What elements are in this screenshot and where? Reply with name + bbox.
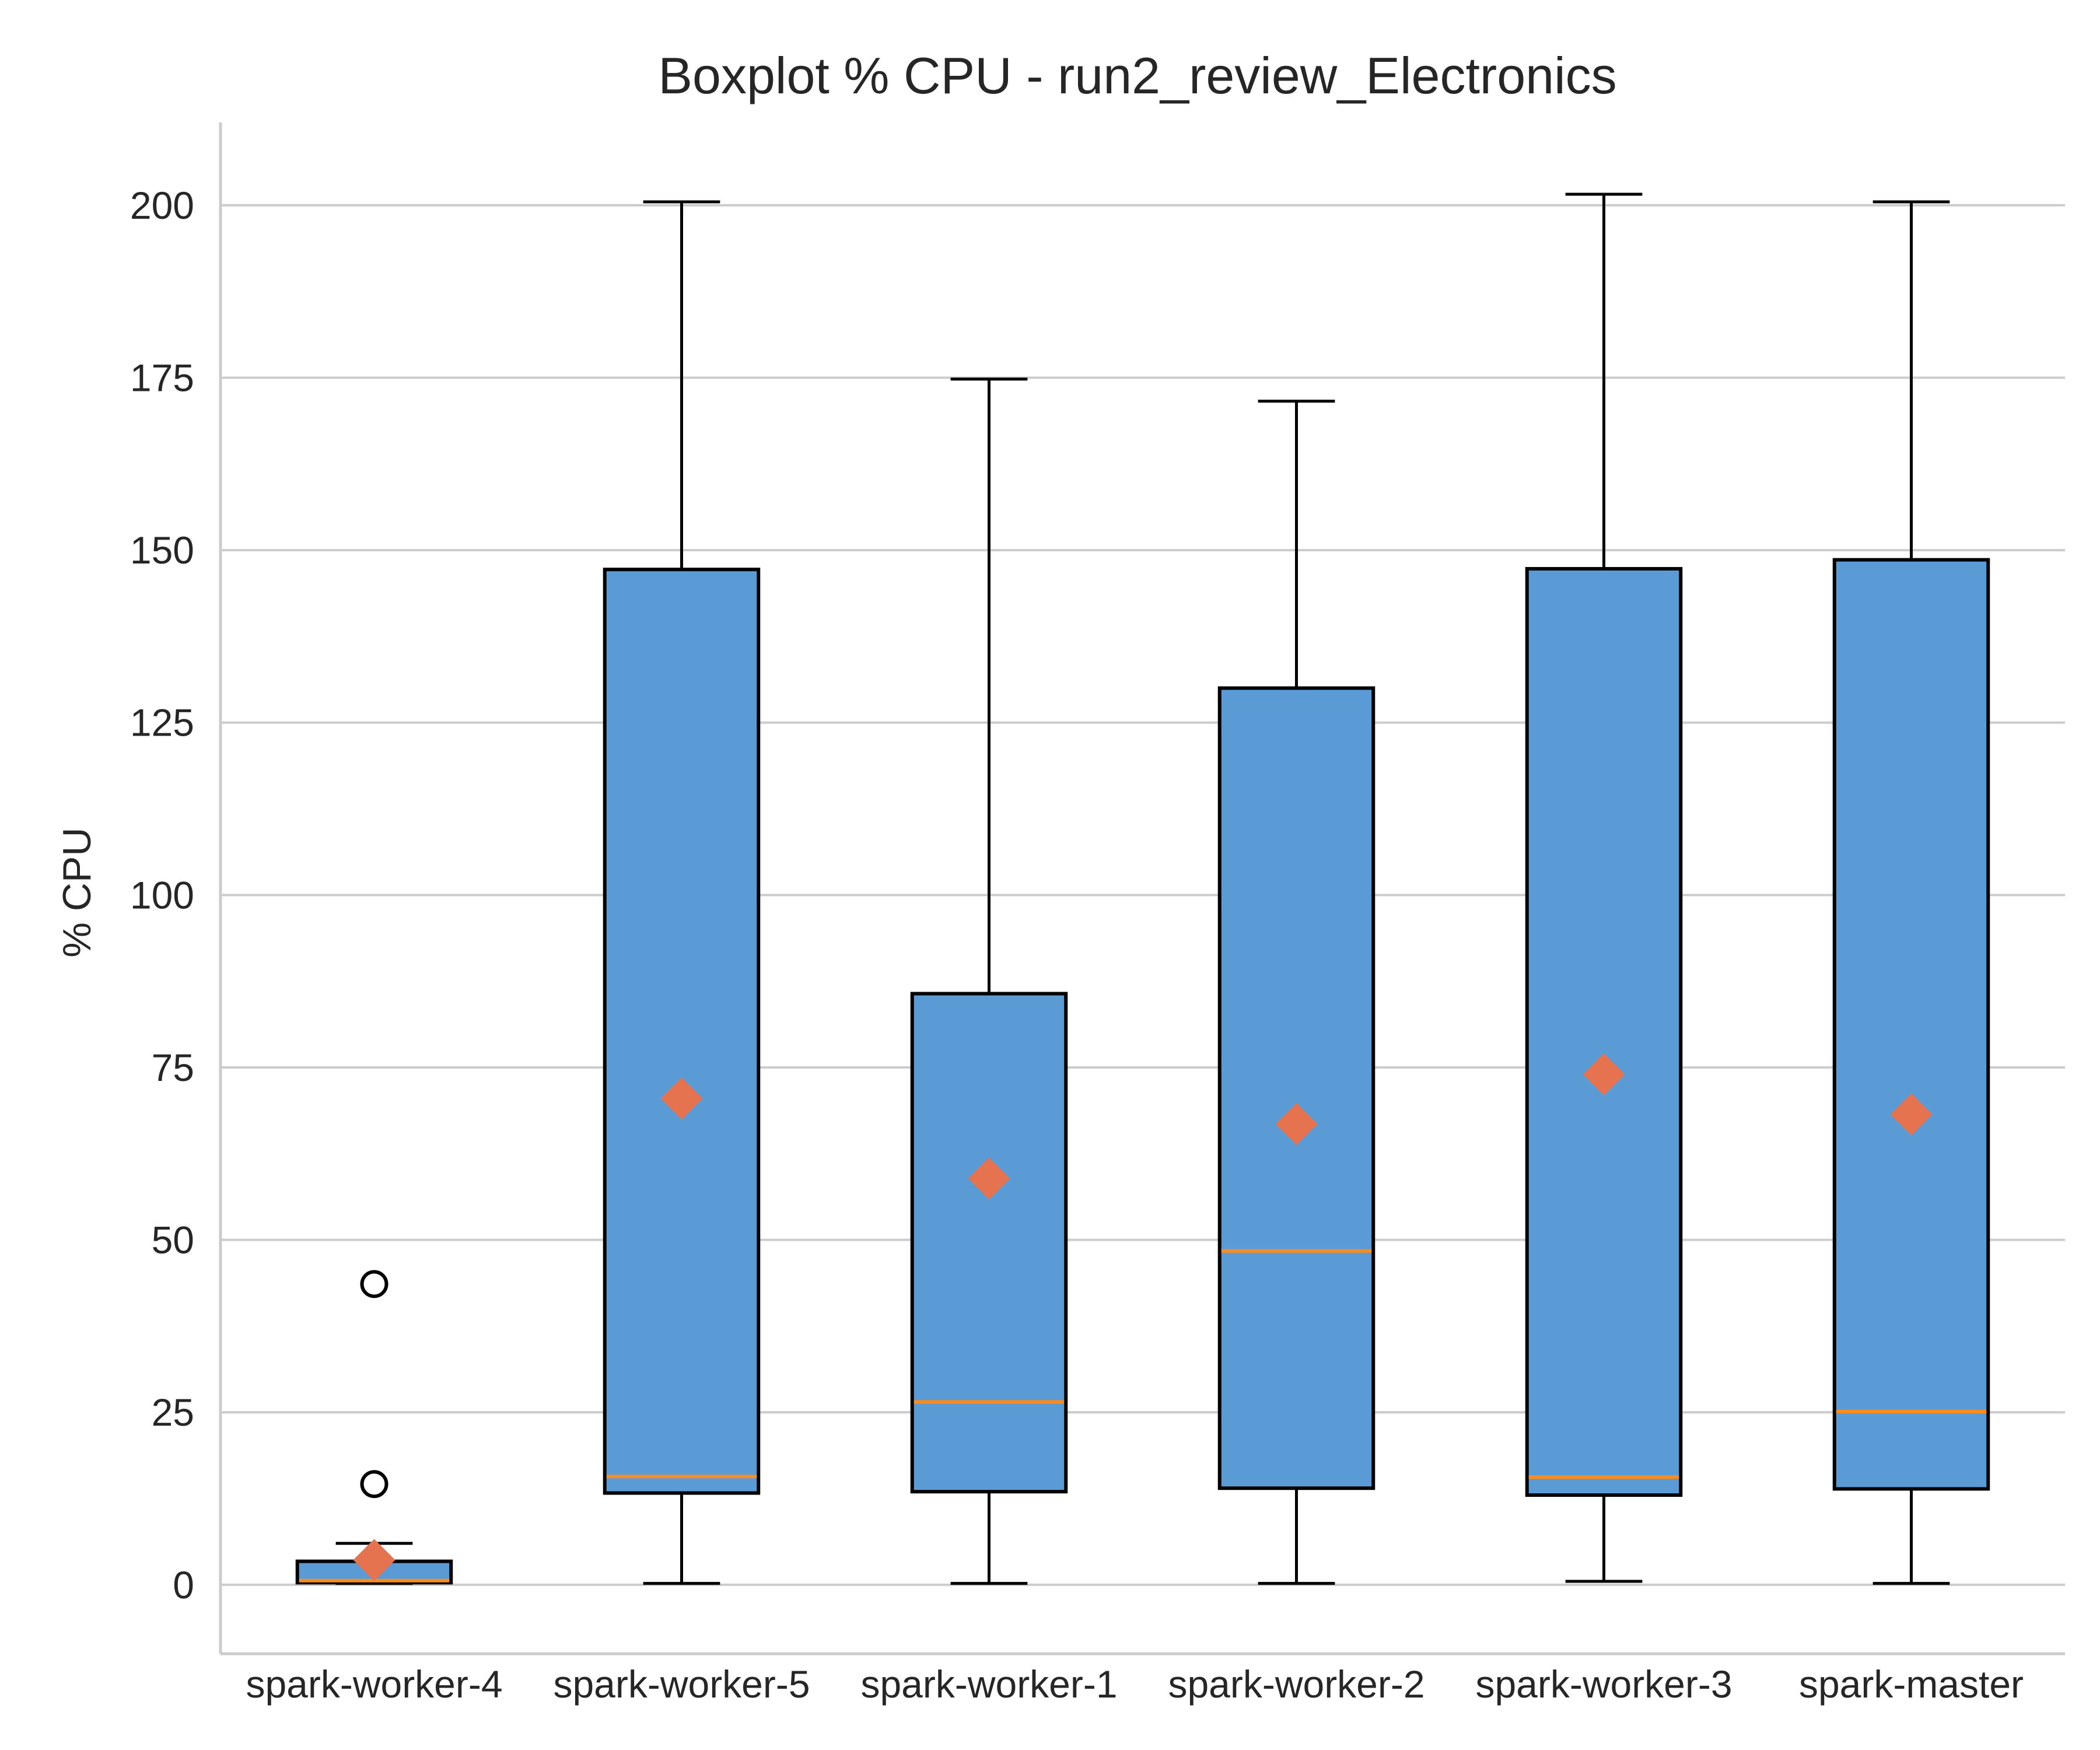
mean-marker <box>968 1157 1010 1200</box>
x-tick-label-spark-worker-3: spark-worker-3 <box>1475 1662 1732 1706</box>
mean-marker <box>1890 1093 1933 1136</box>
mean-marker <box>1583 1053 1625 1096</box>
outlier-point <box>360 1470 388 1499</box>
box-group-spark-worker-3 <box>1525 192 1683 1583</box>
box-iqr <box>910 992 1068 1494</box>
box-iqr <box>1525 567 1683 1497</box>
box-group-spark-worker-5 <box>603 200 761 1585</box>
box-group-spark-master <box>1832 200 1990 1585</box>
x-tick-label-spark-worker-4: spark-worker-4 <box>246 1662 502 1706</box>
x-tick-label-spark-worker-2: spark-worker-2 <box>1168 1662 1424 1706</box>
x-tick-label-spark-master: spark-master <box>1799 1662 2024 1706</box>
y-tick-label-175: 175 <box>130 356 194 400</box>
y-tick-label-25: 25 <box>152 1391 194 1434</box>
box-iqr <box>1217 686 1376 1490</box>
boxes <box>295 192 1990 1585</box>
y-tick-label-0: 0 <box>173 1563 194 1606</box>
chart-title: Boxplot % CPU - run2_review_Electronics <box>658 47 1616 104</box>
mean-marker <box>353 1539 396 1581</box>
gridlines <box>220 204 2065 1586</box>
x-tick-labels: spark-worker-4 spark-worker-5 spark-worker… <box>246 1662 2024 1706</box>
x-tick-label-spark-worker-1: spark-worker-1 <box>860 1662 1117 1706</box>
y-tick-label-100: 100 <box>130 873 194 916</box>
box-group-spark-worker-2 <box>1217 400 1376 1585</box>
y-tick-label-50: 50 <box>152 1219 194 1262</box>
x-tick-label-spark-worker-5: spark-worker-5 <box>553 1662 810 1706</box>
axes-spines <box>219 123 2065 1656</box>
outlier-point <box>360 1270 388 1298</box>
mean-marker <box>660 1077 703 1120</box>
y-tick-labels: 0 25 50 75 100 125 150 175 200 <box>130 184 194 1606</box>
y-tick-label-150: 150 <box>130 528 194 572</box>
mean-marker <box>1275 1102 1318 1145</box>
box-iqr <box>1832 558 1990 1491</box>
box-group-spark-worker-4 <box>295 1270 453 1585</box>
y-axis-title: % CPU <box>55 828 99 958</box>
y-tick-label-75: 75 <box>152 1046 194 1089</box>
y-tick-label-125: 125 <box>130 701 194 744</box>
box-group-spark-worker-1 <box>910 377 1068 1585</box>
box-iqr <box>603 568 761 1495</box>
y-tick-label-200: 200 <box>130 184 194 227</box>
